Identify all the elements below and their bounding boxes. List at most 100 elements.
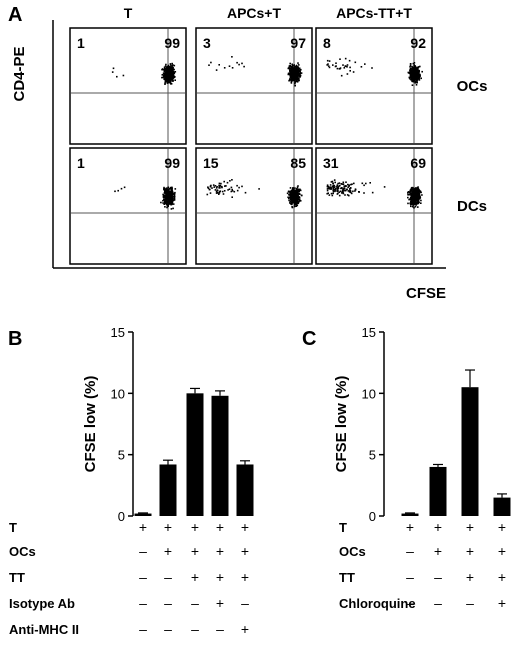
condition-mark: –: [164, 621, 172, 637]
event-dot: [294, 200, 296, 202]
event-dot: [171, 199, 173, 202]
percent-right: 85: [290, 155, 306, 171]
event-dot: [414, 65, 416, 68]
event-dot: [214, 185, 217, 187]
event-dot: [412, 190, 414, 193]
event-dot: [414, 191, 417, 194]
event-dot: [228, 65, 231, 67]
event-dot: [407, 202, 409, 205]
plot-frame: [195, 27, 313, 145]
event-dot: [172, 72, 174, 74]
event-dot: [213, 186, 215, 188]
event-dot: [173, 72, 176, 75]
event-dot: [417, 201, 419, 203]
event-dot: [291, 78, 293, 81]
condition-mark: –: [164, 569, 172, 585]
event-dot: [348, 59, 351, 62]
event-dot: [215, 192, 218, 194]
event-dot: [173, 68, 175, 71]
event-dot: [161, 76, 163, 79]
event-dot: [338, 185, 340, 187]
event-dot: [291, 201, 294, 204]
event-dot: [289, 76, 292, 79]
event-dot: [417, 196, 420, 198]
event-dot: [419, 190, 422, 193]
event-dot: [408, 198, 410, 201]
condition-mark: –: [434, 595, 442, 611]
condition-mark: –: [164, 595, 172, 611]
event-dot: [418, 74, 420, 77]
event-dot: [296, 189, 299, 192]
event-dot: [297, 74, 299, 77]
event-dot: [293, 202, 296, 204]
event-dot: [352, 71, 355, 73]
event-dot: [416, 68, 419, 71]
event-dot: [161, 74, 164, 76]
event-dot: [412, 196, 414, 198]
event-dot: [327, 65, 330, 67]
event-dot: [326, 189, 329, 192]
event-dot: [216, 191, 219, 194]
event-dot: [224, 185, 226, 187]
y-axis-label: CFSE low (%): [82, 376, 99, 473]
event-dot: [299, 193, 301, 195]
event-dot: [409, 189, 412, 192]
condition-mark: +: [498, 519, 506, 535]
event-dot: [414, 200, 417, 203]
bar: [429, 466, 447, 516]
event-dot: [225, 185, 227, 187]
y-tick-label: 10: [362, 386, 376, 401]
event-dot: [163, 78, 166, 80]
event-dot: [166, 65, 169, 68]
event-dot: [294, 75, 297, 77]
event-dot: [408, 72, 410, 74]
event-dot: [346, 188, 348, 191]
event-dot: [410, 192, 413, 195]
event-dot: [168, 73, 170, 76]
event-dot: [296, 188, 298, 190]
event-dot: [291, 74, 293, 76]
event-dot: [290, 200, 292, 202]
event-dot: [290, 82, 293, 84]
bar: [401, 513, 419, 516]
event-dot: [288, 65, 291, 67]
event-dot: [336, 193, 339, 195]
event-dot: [166, 73, 169, 75]
event-dot: [411, 84, 414, 86]
event-dot: [371, 191, 374, 194]
event-dot: [216, 189, 219, 191]
event-dot: [165, 199, 168, 202]
event-dot: [410, 188, 412, 191]
event-dot: [114, 190, 116, 193]
event-dot: [171, 191, 174, 193]
event-dot: [167, 69, 170, 72]
event-dot: [167, 186, 169, 189]
event-dot: [166, 205, 169, 207]
condition-mark: –: [406, 569, 414, 585]
event-dot: [171, 69, 173, 72]
event-dot: [116, 75, 118, 78]
event-dot: [418, 78, 420, 80]
event-dot: [164, 74, 167, 77]
event-dot: [410, 200, 412, 203]
y-tick-label: 0: [118, 509, 125, 524]
bar: [186, 393, 204, 516]
event-dot: [345, 181, 347, 183]
condition-mark: +: [164, 519, 172, 535]
event-dot: [167, 81, 170, 84]
event-dot: [170, 200, 172, 202]
event-dot: [117, 189, 119, 192]
event-dot: [172, 70, 175, 73]
event-dot: [412, 192, 414, 194]
event-dot: [421, 70, 423, 73]
event-dot: [289, 201, 291, 203]
panel-a: A CD4-PE CFSE T APCs+T APCs-TT+T OCs DCs 1 99 3 97 8…: [8, 4, 487, 302]
event-dot: [163, 74, 166, 76]
event-dot: [292, 79, 294, 82]
event-dot: [332, 186, 335, 189]
event-dot: [335, 188, 337, 190]
event-dot: [167, 67, 169, 69]
event-dot: [292, 72, 295, 74]
event-dot: [298, 198, 301, 201]
panel-c: C 0 5 10 15 CFSE low (%) T + + + + OCs – + + + TT – – + + Chl…: [302, 325, 511, 611]
